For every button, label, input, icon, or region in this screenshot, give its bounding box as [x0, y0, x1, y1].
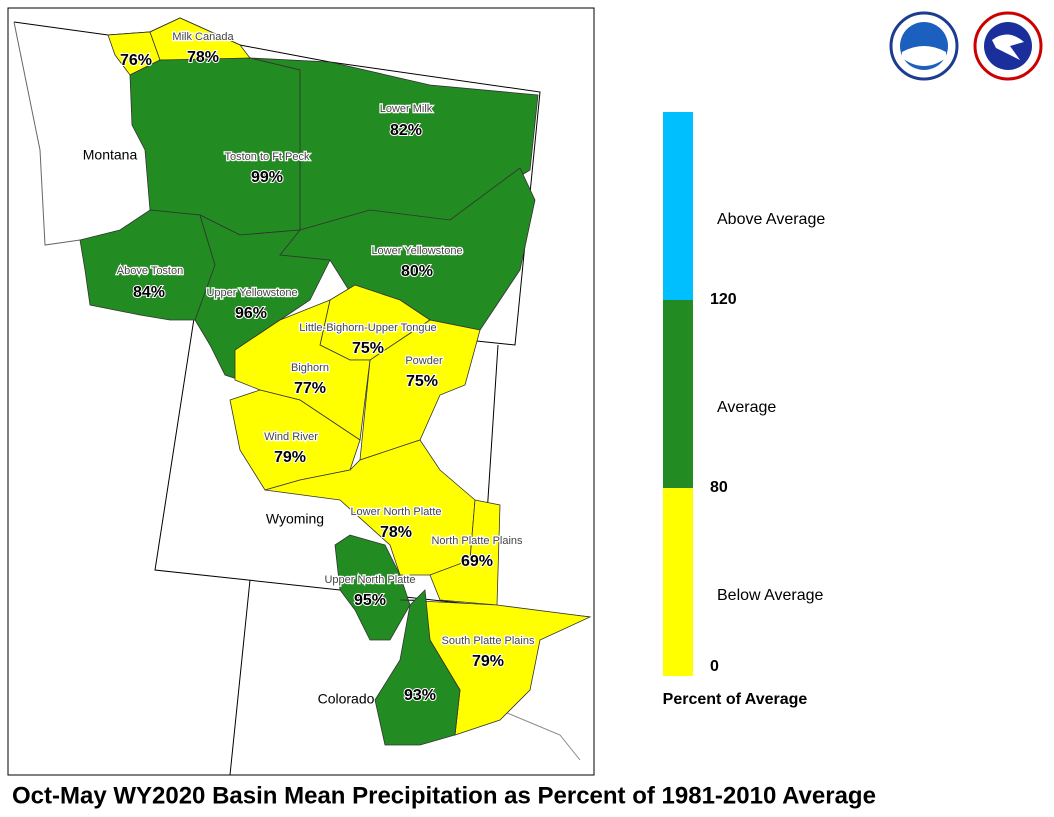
- legend-swatch: [663, 300, 693, 488]
- basin-name: Bighorn: [291, 362, 329, 374]
- basin-name: Lower Yellowstone: [371, 245, 462, 257]
- legend: Below Average Average Above Average 0 80 120 P…: [663, 112, 825, 708]
- basin-value: 96%: [235, 305, 267, 322]
- legend-swatch: [663, 112, 693, 300]
- state-label: Colorado: [318, 691, 375, 707]
- basin: [234, 299, 371, 441]
- basin-value: 77%: [294, 380, 326, 397]
- nws-logo: [973, 11, 1043, 81]
- basin: [334, 534, 411, 641]
- basin-value: 82%: [390, 122, 422, 139]
- basin-value: 84%: [133, 284, 165, 301]
- basin-name: North Platte Plains: [431, 535, 523, 547]
- basin-name: Upper Yellowstone: [206, 287, 297, 299]
- basin-name: Little-Bighorn-Upper Tongue: [299, 322, 436, 334]
- basin-value: 78%: [380, 524, 412, 541]
- basin-value: 75%: [406, 373, 438, 390]
- legend-label: Above Average: [717, 211, 825, 228]
- basin-value: 78%: [187, 49, 219, 66]
- basin-value: 69%: [461, 553, 493, 570]
- basin-value: 79%: [472, 653, 504, 670]
- basin-layer: [79, 17, 592, 746]
- basin-name: Lower North Platte: [350, 506, 441, 518]
- legend-label: Below Average: [717, 587, 824, 604]
- legend-swatch: [663, 488, 693, 676]
- basin-name: Wind River: [264, 431, 318, 443]
- basin-name: Upper North Platte: [324, 574, 415, 586]
- state-label: Montana: [83, 147, 138, 163]
- state-label: Wyoming: [266, 511, 324, 527]
- legend-label: Average: [717, 399, 776, 416]
- legend-title: Percent of Average: [663, 691, 808, 708]
- basin-name: Milk Canada: [172, 31, 234, 43]
- basin-name: Above Toston: [117, 265, 183, 277]
- basin: [374, 589, 461, 746]
- basin: [129, 57, 301, 236]
- basin-value: 99%: [251, 169, 283, 186]
- basin: [429, 499, 501, 606]
- page-title: Oct-May WY2020 Basin Mean Precipitation …: [12, 782, 876, 809]
- basin-value: 75%: [352, 340, 384, 357]
- basin-name: Toston to Ft Peck: [225, 151, 310, 163]
- basin-name: South Platte Plains: [442, 635, 535, 647]
- basin-value: 79%: [274, 449, 306, 466]
- legend-break: 120: [710, 291, 737, 308]
- basin-value: 80%: [401, 263, 433, 280]
- noaa-logo: [889, 11, 959, 81]
- label-layer: 76% Milk Canada 78% Lower Milk 82% Toston to …: [116, 30, 537, 706]
- basin-value: 76%: [120, 52, 152, 69]
- legend-break: 80: [710, 479, 728, 496]
- basin-value: 95%: [354, 592, 386, 609]
- basin-name: Lower Milk: [380, 103, 433, 115]
- basin-name: Powder: [405, 355, 443, 367]
- legend-break: 0: [710, 658, 719, 675]
- basin-value: 93%: [404, 687, 436, 704]
